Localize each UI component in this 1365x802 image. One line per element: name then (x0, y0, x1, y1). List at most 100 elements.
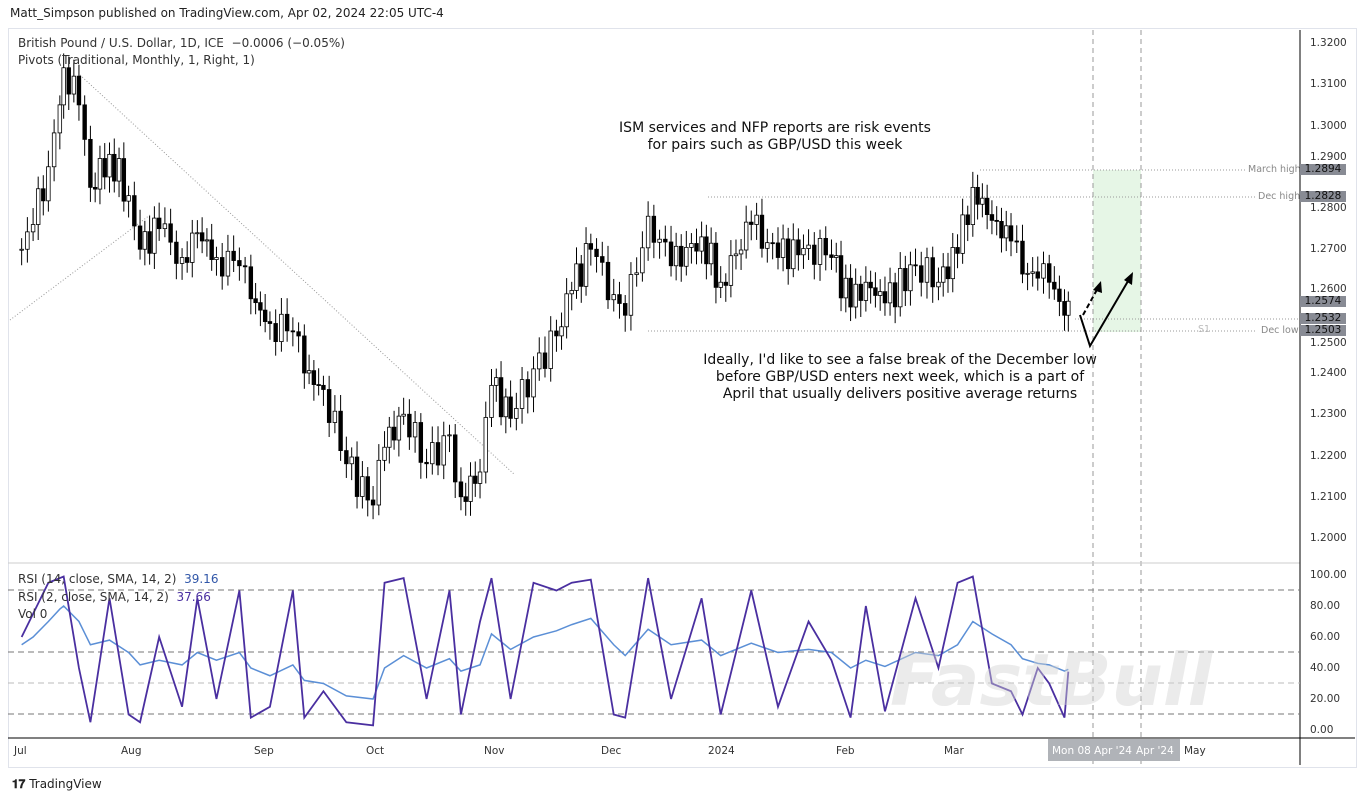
candle (663, 238, 668, 243)
candle (214, 257, 219, 260)
candle (503, 396, 509, 418)
candle (583, 243, 589, 287)
candle (473, 475, 478, 484)
candle (525, 379, 530, 398)
candle (848, 277, 853, 308)
candle (360, 476, 365, 497)
candle (950, 247, 955, 280)
candle (66, 67, 71, 95)
price-tag: 1.2894 (1300, 163, 1346, 175)
candle (708, 242, 714, 265)
symbol-legend: British Pound / U.S. Dollar, 1D, ICE −0.… (18, 36, 345, 50)
candle (1047, 263, 1052, 283)
candle (61, 67, 66, 106)
candle (738, 249, 744, 255)
candle (863, 281, 869, 301)
candle (564, 293, 569, 328)
candle (253, 298, 258, 304)
candle (829, 254, 834, 258)
candle (913, 264, 918, 267)
candle (955, 247, 960, 254)
candle (296, 331, 301, 337)
candle (430, 442, 435, 465)
candle (435, 442, 441, 466)
candle (494, 377, 499, 386)
candle (498, 377, 504, 418)
dec-high-label: Dec high (1258, 191, 1301, 202)
candle (754, 214, 759, 225)
candle (204, 239, 210, 242)
candle (838, 255, 844, 299)
rsi2-label: RSI (2, close, SMA, 14, 2) (18, 590, 169, 604)
candle (600, 256, 605, 263)
candle (542, 352, 548, 369)
price-tick: 1.3000 (1310, 119, 1347, 132)
candle (262, 309, 268, 322)
candle (57, 104, 63, 134)
candle (623, 303, 628, 316)
candle (162, 223, 168, 230)
candle (453, 434, 458, 483)
candle (984, 197, 990, 215)
annotation-top: ISM services and NFP reports are risk ev… (619, 120, 931, 153)
candle (785, 238, 791, 270)
candle (1066, 300, 1071, 316)
candle (673, 245, 679, 267)
candle (657, 238, 662, 243)
candle (195, 232, 200, 235)
candle (401, 413, 406, 417)
candle (51, 132, 57, 168)
candle (588, 243, 594, 250)
time-tick: Jul (14, 745, 27, 757)
candle (791, 239, 796, 270)
price-tick: 1.2900 (1310, 151, 1347, 164)
candle (370, 499, 376, 506)
candle (332, 410, 338, 423)
published-header: Matt_Simpson published on TradingView.co… (10, 6, 444, 20)
candle (225, 250, 231, 277)
price-tick: 1.2800 (1310, 202, 1347, 214)
candle (1057, 288, 1062, 302)
candle (354, 456, 360, 497)
candle (718, 281, 723, 288)
candle (321, 384, 326, 390)
candle (694, 243, 699, 252)
rsi-tick: 100.00 (1310, 569, 1347, 581)
candle (199, 232, 205, 242)
candle (97, 158, 103, 190)
rsi-tick: 80.00 (1310, 600, 1341, 612)
candle (812, 244, 817, 265)
candle (267, 321, 273, 324)
candle (231, 250, 236, 261)
price-tag: 1.2532 (1300, 313, 1346, 325)
price-tick: 1.2500 (1310, 336, 1347, 349)
candle (41, 188, 46, 202)
candle (989, 214, 995, 221)
candle (605, 261, 611, 301)
rsi14-legend: RSI (14, close, SMA, 14, 2) 39.16 (18, 572, 218, 586)
candle (284, 313, 290, 332)
time-tick: Aug (121, 745, 142, 757)
candle (723, 281, 728, 286)
price-tick: 1.2400 (1310, 367, 1347, 379)
candle (19, 248, 24, 251)
candle (489, 384, 494, 418)
time-tick: Mar (944, 745, 964, 757)
candle (92, 186, 98, 190)
price-change: −0.0006 (−0.05%) (231, 36, 345, 50)
price-tick: 1.2300 (1310, 408, 1347, 421)
candle (903, 268, 908, 292)
pivots-legend: Pivots (Traditional, Monthly, 1, Right, … (18, 53, 255, 67)
candle (684, 246, 689, 267)
candle (412, 422, 418, 438)
time-tick: 2024 (708, 745, 735, 757)
candle (704, 236, 709, 265)
candle (382, 446, 387, 461)
candle (892, 282, 898, 308)
candle (733, 253, 739, 257)
tradingview-logo[interactable]: 𝟏𝟕 TradingView (12, 777, 102, 792)
rsi-tick: 20.00 (1310, 693, 1341, 705)
candle (483, 417, 488, 473)
candle (112, 153, 117, 182)
